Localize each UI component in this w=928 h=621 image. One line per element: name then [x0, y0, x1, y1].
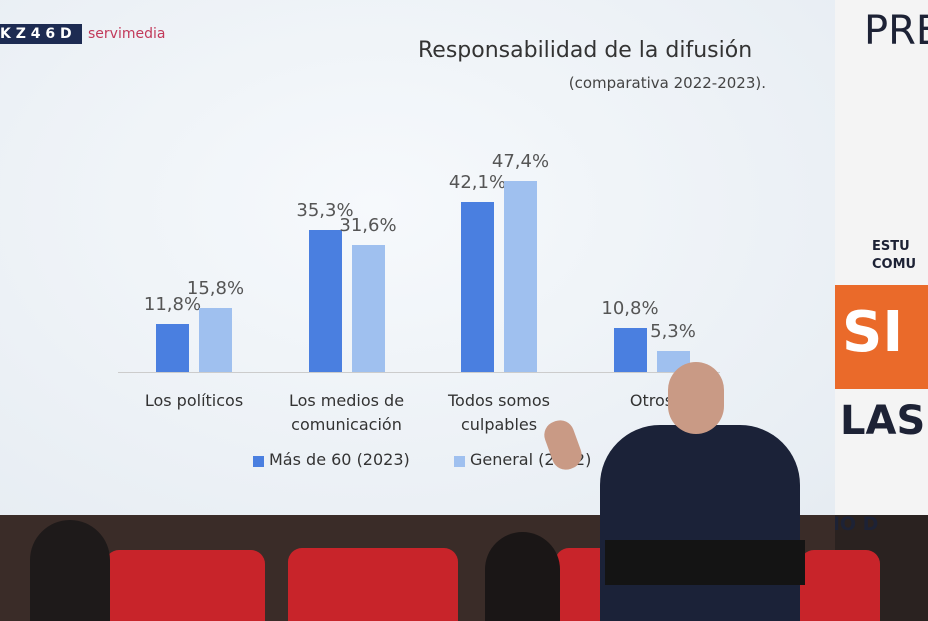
- speaker-body: [600, 425, 800, 621]
- chart-subtitle: (comparativa 2022-2023).: [568, 74, 766, 92]
- bar: [199, 308, 232, 372]
- data-label: 35,3%: [296, 199, 354, 221]
- data-label: 47,4%: [491, 150, 550, 172]
- x-tick-label: Todos somos culpables: [447, 391, 551, 434]
- panel-box: [835, 285, 928, 389]
- data-label: 10,8%: [601, 298, 659, 320]
- chair: [105, 550, 265, 621]
- panel-text: ESTU COMU: [872, 239, 917, 272]
- x-tick-label: Otros: [629, 391, 674, 410]
- panel-text: SI: [842, 300, 904, 365]
- chair: [800, 550, 880, 621]
- panel-text: LAS: [840, 398, 926, 444]
- chart-title: Responsabilidad de la difusión: [418, 38, 753, 63]
- data-label: 5,3%: [650, 320, 696, 342]
- bar: [461, 202, 494, 372]
- bar: [156, 324, 189, 372]
- x-tick-label: Los políticos: [144, 391, 244, 410]
- speaker-head: [668, 362, 724, 434]
- podium: [605, 540, 805, 585]
- side-panel: [835, 0, 928, 515]
- legend-swatch: [454, 456, 465, 467]
- data-label: 15,8%: [186, 278, 245, 300]
- bar: [504, 180, 537, 372]
- panel-text: PRE: [864, 8, 928, 54]
- audience-head: [30, 520, 110, 621]
- data-label: 11,8%: [143, 294, 202, 316]
- chart: Los políticos 11,8% 15,8% Los medios de com…: [143, 150, 696, 469]
- baseline: [118, 372, 720, 373]
- bar: [613, 328, 647, 372]
- legend-swatch: [253, 456, 264, 467]
- x-tick-label: Los medios de comunicación: [288, 391, 405, 434]
- legend-label: Más de 60 (2023): [269, 450, 410, 469]
- data-label: 31,6%: [339, 214, 397, 236]
- logo: servimedia: [88, 26, 166, 42]
- bar: [351, 244, 385, 372]
- audience-head: [485, 532, 560, 621]
- ticker: K Z 4 6 D: [0, 24, 82, 44]
- bar: [308, 229, 342, 372]
- chair: [288, 548, 458, 621]
- data-label: 42,1%: [448, 172, 507, 194]
